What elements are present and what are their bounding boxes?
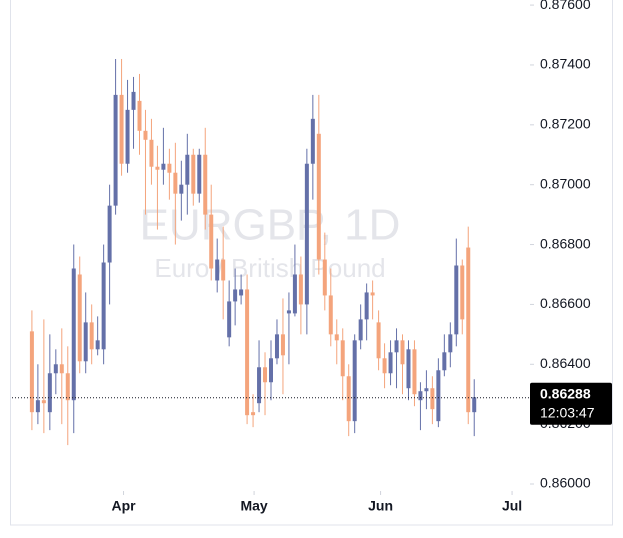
- y-tick-label: 0.87400: [540, 56, 591, 72]
- candle-body: [316, 133, 321, 260]
- candle-body: [245, 289, 250, 416]
- candle-body: [466, 247, 471, 413]
- candle-body: [215, 259, 220, 281]
- candle-body: [131, 91, 136, 110]
- y-tick-label: 0.86400: [540, 355, 591, 371]
- candle-body: [364, 292, 369, 320]
- candle-body: [430, 388, 435, 410]
- candle-body: [161, 163, 166, 170]
- candle-body: [41, 400, 46, 404]
- candle-body: [227, 301, 232, 338]
- candle-body: [424, 388, 429, 392]
- candle-body: [179, 184, 184, 194]
- countdown-label: 12:03:47: [540, 405, 595, 421]
- candle-body: [280, 334, 285, 356]
- last-price-box: [530, 382, 612, 425]
- candle-body: [292, 274, 297, 314]
- candle-body: [406, 349, 411, 389]
- candle-body: [286, 310, 291, 314]
- candle-body: [388, 352, 393, 374]
- candle-body: [257, 367, 262, 404]
- candle-body: [47, 373, 52, 413]
- x-tick-label: Jun: [368, 498, 393, 514]
- candle-body: [95, 340, 100, 350]
- candle-body: [137, 100, 142, 131]
- candle-body: [185, 154, 190, 185]
- candle-body: [77, 274, 82, 362]
- candle-body: [197, 154, 202, 194]
- candle-body: [125, 109, 130, 164]
- candle-body: [167, 163, 172, 173]
- candle-body: [221, 259, 226, 281]
- candle-body: [53, 364, 58, 374]
- candle-body: [239, 289, 244, 296]
- candle-body: [472, 397, 477, 413]
- watermark-symbol: EURGBP, 1D: [140, 201, 401, 250]
- candle-body: [394, 340, 399, 353]
- candle-body: [101, 262, 106, 350]
- candle-body: [334, 334, 339, 341]
- candle-body: [442, 352, 447, 371]
- candle-body: [352, 340, 357, 422]
- candle-body: [113, 94, 118, 206]
- x-tick-label: Apr: [111, 498, 136, 514]
- candle-body: [460, 265, 465, 320]
- candle-body: [412, 349, 417, 395]
- x-tick-label: Jul: [502, 498, 522, 514]
- candle-body: [298, 274, 303, 305]
- x-tick-label: May: [240, 498, 267, 514]
- candle-body: [203, 154, 208, 215]
- candle-body: [358, 319, 363, 341]
- candle-body: [322, 259, 327, 296]
- candle-body: [59, 364, 64, 374]
- candle-body: [143, 130, 148, 140]
- candle-body: [107, 205, 112, 263]
- candle-body: [382, 358, 387, 374]
- candle-body: [83, 322, 88, 362]
- candle-body: [328, 295, 333, 335]
- candle-body: [173, 172, 178, 194]
- candle-body: [436, 370, 441, 422]
- candle-body: [376, 322, 381, 359]
- watermark-name: Euro / British Pound: [154, 253, 385, 283]
- candle-body: [119, 94, 124, 164]
- y-tick-label: 0.87200: [540, 116, 591, 132]
- candle-body: [155, 166, 160, 170]
- candle-body: [346, 376, 351, 422]
- y-tick-label: 0.87000: [540, 175, 591, 191]
- last-price-label: 0.86288: [540, 386, 591, 402]
- candle-body: [209, 214, 214, 269]
- candle-body: [340, 340, 345, 377]
- candle-body: [310, 118, 315, 164]
- candle-body: [89, 322, 94, 350]
- candle-body: [269, 358, 273, 383]
- candle-body: [251, 412, 256, 416]
- candle-body: [29, 331, 34, 413]
- candle-body: [274, 334, 279, 359]
- candle-body: [191, 154, 196, 194]
- y-tick-label: 0.87600: [540, 0, 591, 12]
- candle-body: [304, 163, 309, 305]
- y-tick-label: 0.86600: [540, 295, 591, 311]
- candle-body: [454, 265, 459, 335]
- candle-body: [65, 373, 70, 401]
- candle-body: [263, 367, 268, 383]
- y-tick-label: 0.86800: [540, 235, 591, 251]
- candle-body: [400, 340, 405, 365]
- candle-body: [233, 289, 238, 302]
- candle-body: [71, 268, 76, 401]
- candle-body: [35, 400, 40, 413]
- candle-body: [418, 391, 423, 401]
- y-tick-label: 0.86000: [540, 475, 591, 491]
- candle-body: [370, 292, 375, 296]
- candle-body: [149, 139, 154, 167]
- candle-body: [448, 334, 453, 353]
